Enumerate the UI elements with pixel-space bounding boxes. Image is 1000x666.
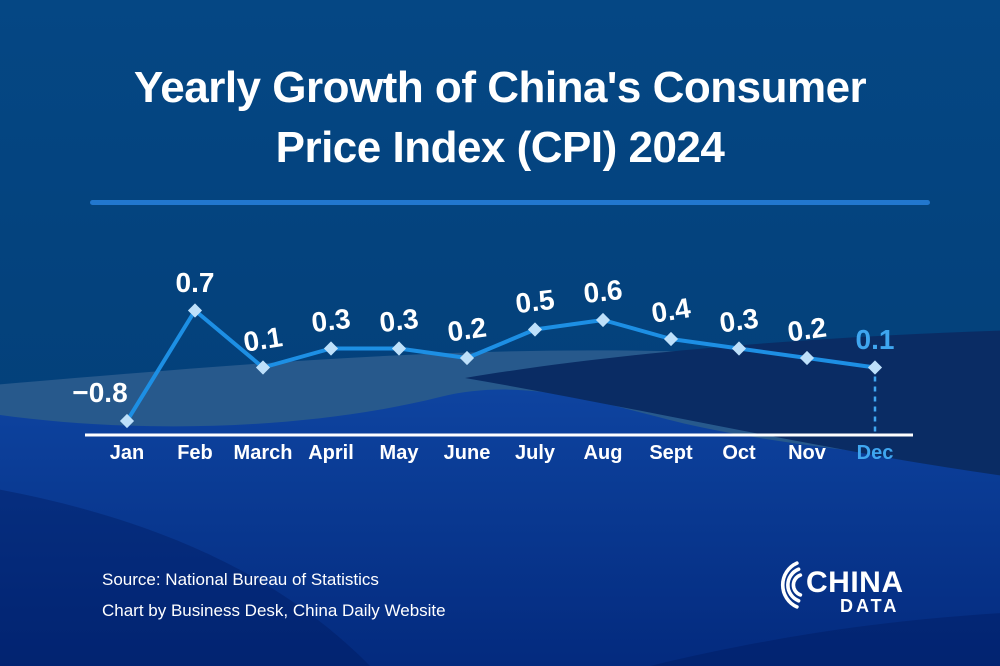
data-point-marker-June — [459, 350, 475, 366]
data-point-marker-Aug — [595, 312, 611, 328]
data-point-marker-Oct — [731, 341, 747, 356]
month-label-March: March — [233, 442, 293, 464]
month-label-May: May — [379, 442, 419, 464]
data-label-Feb: 0.7 — [175, 266, 215, 298]
month-label-July: July — [514, 442, 556, 464]
data-point-marker-Feb — [187, 303, 203, 318]
data-point-marker-Sept — [663, 331, 679, 347]
china-data-logo: CHINA DATA — [776, 556, 936, 628]
data-point-marker-July — [527, 322, 543, 337]
page-title: Yearly Growth of China's Consumer Price … — [0, 58, 1000, 178]
data-label-Jan: −0.8 — [72, 377, 128, 408]
data-point-marker-Dec — [867, 360, 883, 375]
title-divider — [90, 200, 930, 205]
month-label-June: June — [443, 442, 491, 464]
credit-line: Chart by Business Desk, China Daily Webs… — [102, 601, 446, 620]
month-label-Dec: Dec — [856, 442, 894, 464]
source-line: Source: National Bureau of Statistics — [102, 570, 379, 589]
month-label-Jan: Jan — [109, 442, 145, 464]
month-label-Aug: Aug — [583, 442, 623, 464]
month-label-Sept: Sept — [649, 442, 693, 464]
royal-wave — [0, 389, 1000, 666]
data-point-marker-March — [255, 360, 271, 375]
data-point-marker-Nov — [799, 350, 815, 366]
data-point-marker-May — [391, 341, 407, 356]
data-point-marker-April — [323, 341, 339, 356]
corner-wave-right — [650, 613, 1000, 666]
data-point-marker-Jan — [119, 413, 135, 429]
logo-text-data: DATA — [840, 596, 900, 616]
month-label-Feb: Feb — [177, 442, 213, 464]
month-label-April: April — [308, 442, 354, 464]
logo-text-china: CHINA — [806, 566, 904, 599]
month-label-Nov: Nov — [788, 442, 826, 464]
month-label-Oct: Oct — [722, 442, 756, 464]
title-line-1: Yearly Growth of China's Consumer — [133, 63, 867, 112]
title-line-2: Price Index (CPI) 2024 — [275, 123, 725, 172]
corner-wave-left — [0, 489, 370, 666]
cpi-series-line — [125, 308, 877, 423]
signal-arcs-icon — [780, 561, 803, 609]
data-label-Dec: 0.1 — [855, 323, 895, 355]
source-attribution: Source: National Bureau of Statistics Ch… — [102, 564, 446, 626]
